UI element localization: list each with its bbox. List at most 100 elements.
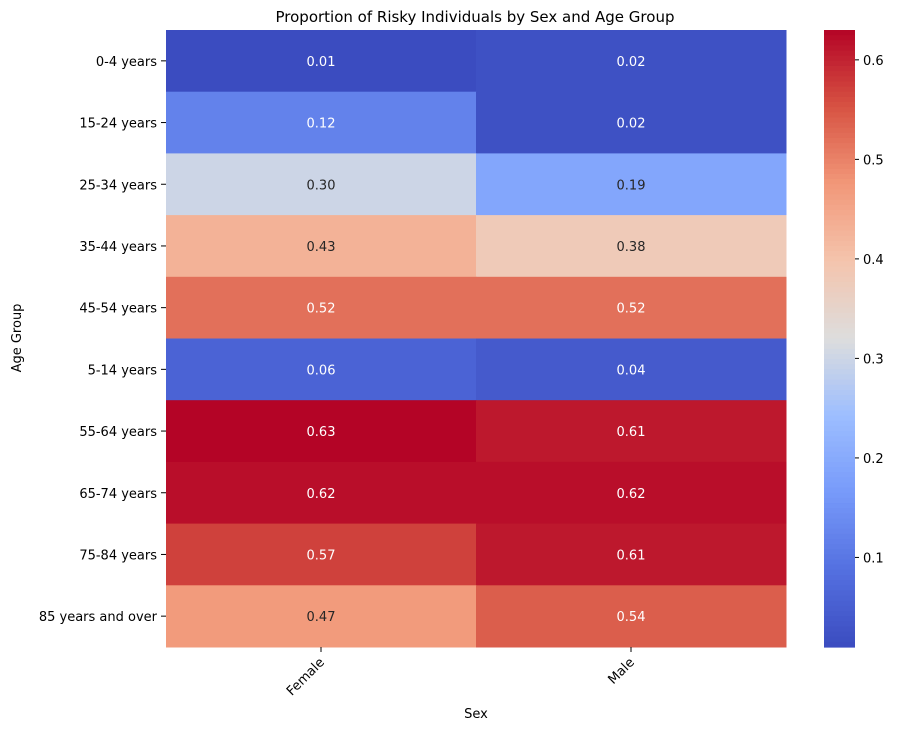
colorbar-segment [824,631,855,638]
y-tick-labels: 0-4 years 15-24 years 25-34 years 35-44 yea… [39,55,166,625]
colorbar-segment [824,179,855,185]
colorbar-segment [824,107,855,113]
cell-value-label: 0.02 [617,55,646,70]
y-tick-label: 0-4 years [96,55,157,70]
colorbar-segment [824,112,855,119]
colorbar-segment [824,513,855,520]
heatmap-cell [166,523,477,586]
colorbar-segment [824,636,855,643]
colorbar-segment [824,271,855,278]
colorbar-segment [824,518,855,525]
colorbar-segment [824,261,855,268]
colorbar-tick-label: 0.5 [863,153,884,168]
colorbar-segment [824,307,855,314]
colorbar-segment [824,554,855,561]
heatmap-cell [166,461,477,525]
colorbar-segment [824,528,855,535]
colorbar-segment [824,425,855,432]
cell-value-label: 0.62 [617,487,646,502]
y-tick-label: 75-84 years [79,548,157,563]
colorbar-segment [824,127,855,134]
cell-value-label: 0.38 [617,240,646,255]
colorbar-segment [824,549,855,556]
heatmap-cell [476,276,787,339]
colorbar-segment [824,122,855,129]
colorbar-segment [824,575,855,581]
colorbar-segment [824,101,855,108]
colorbar-segment [824,45,855,52]
colorbar-tick-label: 0.2 [863,452,884,467]
colorbar-segment [824,389,855,396]
colorbar-segment [824,143,855,149]
y-tick-label: 65-74 years [79,487,157,502]
colorbar-segment [824,251,855,257]
cell-value-label: 0.61 [617,548,646,563]
colorbar-segment [824,523,855,530]
colorbar-segment [824,35,855,41]
cell-value-label: 0.52 [307,302,336,317]
colorbar-segment [824,626,855,633]
colorbar-segment [824,86,855,93]
colorbar-segment [824,497,855,504]
colorbar-segment [824,333,855,340]
colorbar-segment [824,492,855,499]
colorbar-tick-label: 0.4 [863,253,884,268]
y-tick-label: 5-14 years [88,363,158,378]
colorbar-segment [824,405,855,412]
colorbar-segment [824,184,855,190]
heatmap-cell [476,338,787,401]
heatmap-cell [166,338,477,401]
colorbar-segment [824,503,855,509]
colorbar-segment [824,312,855,319]
colorbar-segment [824,467,855,473]
colorbar-segment [824,153,855,160]
colorbar-segment [824,235,855,242]
colorbar: 0.1 0.2 0.3 0.4 0.5 0.6 [824,30,884,648]
colorbar-segment [824,611,855,617]
colorbar-segment [824,533,855,540]
colorbar-segment [824,621,855,628]
x-tick-label: Female [284,655,328,699]
colorbar-segment [824,487,855,494]
heatmap-cell [476,215,787,278]
cell-value-label: 0.30 [307,178,336,193]
cell-value-label: 0.02 [617,117,646,132]
colorbar-segment [824,359,855,365]
colorbar-segment [824,50,855,57]
colorbar-segment [824,616,855,622]
colorbar-segment [824,415,855,422]
colorbar-tick-label: 0.1 [863,551,884,566]
colorbar-segment [824,374,855,381]
colorbar-segment [824,132,855,139]
colorbar-segment [824,364,855,370]
colorbar-segment [824,281,855,288]
colorbar-segment [824,76,855,83]
colorbar-segment [824,215,855,221]
y-tick-label: 85 years and over [39,610,158,625]
colorbar-segment [824,71,855,77]
colorbar-segment [824,564,855,571]
colorbar-segment [824,230,855,237]
cell-value-label: 0.06 [307,363,336,378]
colorbar-segment [824,451,855,458]
heatmap-cells: 0.01 0.02 0.12 0.02 0.30 0.19 0.43 0.38 0.52 0.52… [166,30,787,648]
colorbar-segment [824,595,855,602]
heatmap-cell [166,400,477,463]
y-tick-label: 55-64 years [79,425,157,440]
cell-value-label: 0.01 [307,55,336,70]
heatmap-cell [166,276,477,339]
colorbar-segment [824,209,855,216]
y-tick-label: 25-34 years [79,178,157,193]
cell-value-label: 0.61 [617,425,646,440]
colorbar-segment [824,163,855,170]
y-tick-label: 45-54 years [79,302,157,317]
colorbar-segment [824,199,855,206]
colorbar-segment [824,338,855,345]
cell-value-label: 0.62 [307,487,336,502]
colorbar-segment [824,220,855,226]
cell-value-label: 0.19 [617,178,646,193]
colorbar-segment [824,569,855,576]
colorbar-segment [824,81,855,88]
cell-value-label: 0.57 [307,548,336,563]
